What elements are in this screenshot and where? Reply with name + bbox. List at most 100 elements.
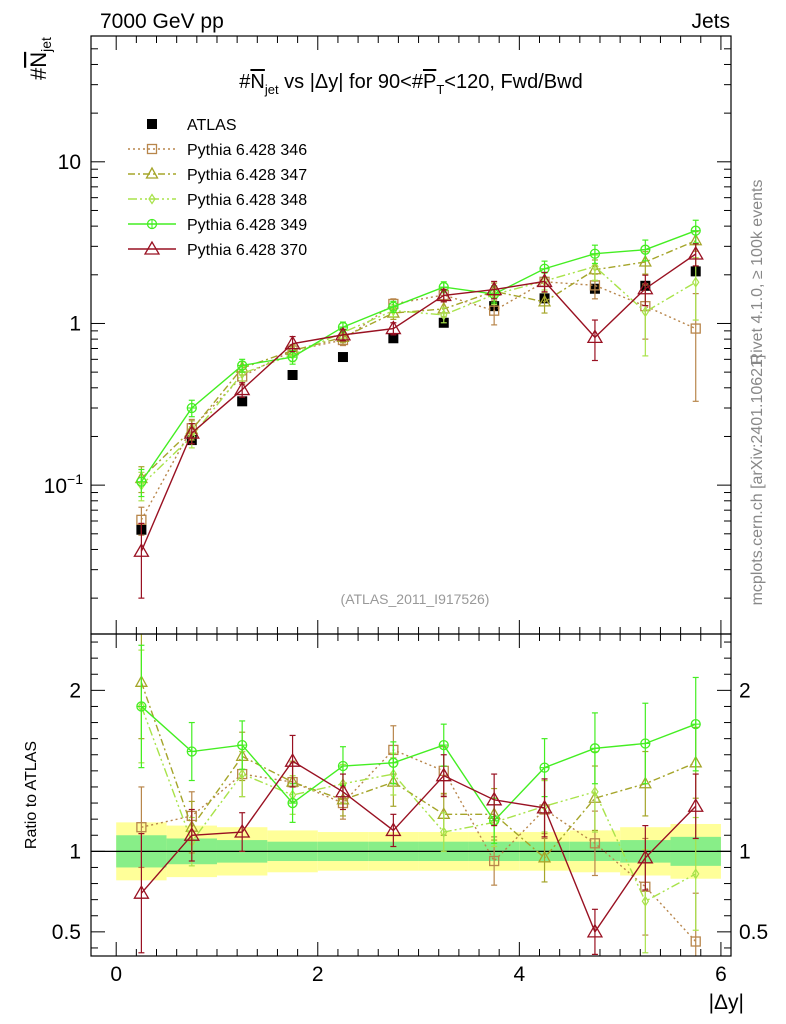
data-point (388, 333, 399, 344)
data-point (136, 476, 147, 487)
data-point (284, 335, 301, 350)
ratio-y-tick-label-right: 0.5 (739, 921, 768, 944)
data-point (641, 306, 650, 318)
data-point (536, 273, 553, 288)
legend-entry: Pythia 6.428 346 (128, 142, 307, 159)
data-point (690, 323, 701, 334)
data-point (536, 799, 553, 814)
data-point (287, 351, 298, 363)
data-point (637, 280, 654, 295)
data-point (440, 309, 448, 321)
data-point (389, 305, 398, 317)
ratio-y-tick-label: 1 (69, 840, 81, 863)
rivet-label: Rivet 4.1.0, ≥ 100k events (749, 180, 766, 365)
legend-entry: Pythia 6.428 348 (128, 192, 307, 209)
data-point (589, 248, 601, 259)
series-line (140, 281, 697, 521)
series-pythia-6-428-370 (133, 243, 704, 599)
legend-entry: Pythia 6.428 349 (128, 217, 307, 234)
main-y-tick-label: 1 (69, 312, 81, 335)
data-point (687, 797, 704, 812)
data-point (136, 701, 147, 712)
svg-text:#Njet: #Njet (26, 37, 54, 80)
data-point (640, 244, 651, 255)
data-point (334, 783, 352, 798)
data-point (136, 822, 147, 833)
main-series (133, 219, 704, 599)
data-point (385, 822, 402, 837)
legend-label: Pythia 6.428 370 (187, 242, 307, 259)
data-point (337, 352, 348, 363)
data-point (287, 797, 298, 809)
legend: ATLAS Pythia 6.428 346 Pythia 6.428 347 Pyt… (128, 117, 307, 259)
legend-entry: Pythia 6.428 370 (128, 240, 307, 259)
data-point (237, 739, 248, 751)
data-point (589, 838, 601, 849)
header-left: 7000 GeV pp (100, 10, 224, 33)
main-y-tick-labels: 10−1 1 10 (44, 151, 84, 498)
data-point (692, 276, 700, 288)
ratio-x-tick-labels: 0 2 4 6 (110, 963, 726, 986)
analysis-annotation: (ATLAS_2011_I917526) (341, 591, 490, 607)
data-point (687, 245, 704, 260)
data-point (440, 826, 448, 838)
legend-label: Pythia 6.428 349 (187, 217, 307, 234)
series-line (140, 682, 696, 859)
main-panel: 10−1 1 10 #Njet #Njet vs |Δy| for 90<#PT<1… (26, 35, 732, 635)
ratio-frame (90, 633, 732, 957)
ratio-series-pythia-6-428-348 (137, 649, 700, 954)
legend-marker (146, 143, 158, 155)
data-point (690, 719, 701, 730)
main-y-tick-label: 10−1 (44, 471, 84, 498)
data-point (287, 370, 298, 381)
data-point (586, 329, 604, 344)
ratio-x-tick-label: 0 (110, 963, 122, 986)
data-point (133, 884, 150, 899)
series-line (140, 253, 697, 552)
series-pythia-6-428-349 (136, 219, 701, 498)
ratio-series-pythia-6-428-370 (133, 734, 704, 955)
data-point (488, 305, 500, 316)
series-line (140, 240, 696, 479)
ratio-y-tick-labels: 0.5 0.5 1 1 2 2 (52, 679, 768, 944)
legend-entry: Pythia 6.428 347 (128, 166, 307, 184)
data-point (133, 542, 150, 557)
data-point (692, 868, 700, 880)
series-line (140, 230, 696, 483)
ratio-x-tick-label: 2 (312, 963, 324, 986)
data-point (237, 360, 248, 371)
data-point (641, 895, 650, 907)
ratio-y-label: Ratio to ATLAS (23, 741, 40, 849)
legend-entry: ATLAS (147, 117, 237, 134)
legend-label: Pythia 6.428 347 (187, 167, 307, 184)
main-y-label: #Njet (26, 37, 54, 80)
series-line (140, 760, 697, 934)
data-point (385, 320, 402, 335)
data-point (234, 381, 251, 396)
legend-marker (143, 240, 161, 255)
data-point (183, 424, 200, 439)
data-point (435, 767, 452, 782)
data-point (186, 402, 197, 414)
data-point (234, 823, 251, 838)
ratio-ticks (91, 634, 731, 956)
data-point (638, 776, 652, 789)
ratio-y-tick-label: 0.5 (52, 921, 81, 944)
data-point (591, 786, 599, 798)
data-point (186, 746, 197, 757)
series-pythia-6-428-347 (134, 231, 703, 494)
data-point (337, 760, 349, 772)
data-point (183, 826, 200, 841)
legend-label: ATLAS (187, 117, 237, 134)
x-axis-label: |Δy| (709, 991, 744, 1014)
mcplots-label: mcplots.cern.ch [arXiv:2401.10621] (749, 355, 766, 606)
data-point (435, 287, 452, 302)
ratio-x-tick-label: 6 (715, 963, 727, 986)
series-pythia-6-428-348 (137, 254, 700, 502)
ratio-series-pythia-6-428-349 (136, 644, 701, 844)
data-point (488, 855, 500, 867)
data-point (586, 923, 604, 938)
data-point (539, 762, 550, 773)
series-line (141, 749, 697, 942)
